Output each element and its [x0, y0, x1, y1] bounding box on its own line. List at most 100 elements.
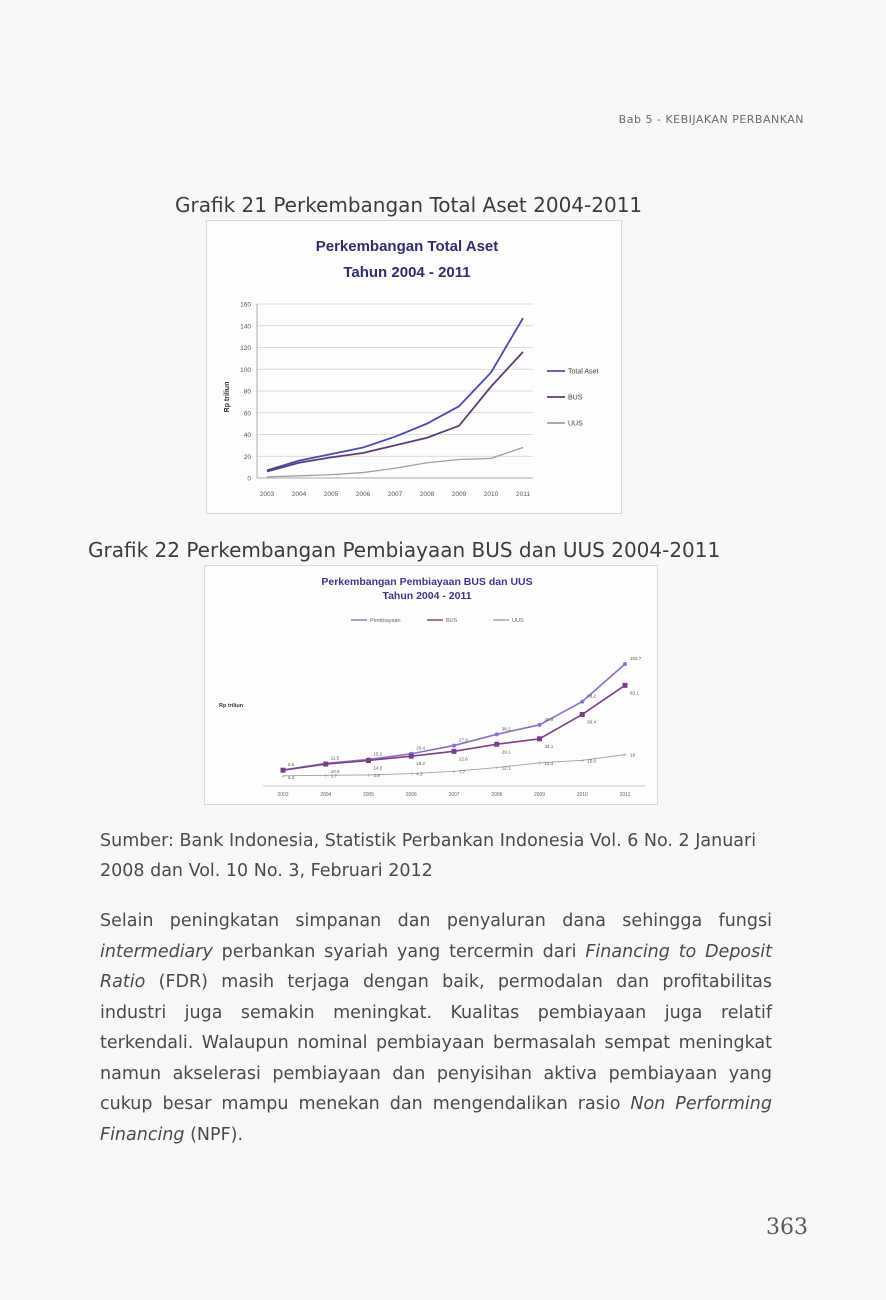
legend-label: Total Aset — [568, 369, 598, 376]
data-label: 27.9 — [459, 738, 468, 743]
legend-label: BUS — [568, 395, 583, 402]
x-tick-label: 2008 — [420, 491, 435, 498]
x-tick-label: 2011 — [620, 792, 631, 798]
data-label: 19 — [630, 753, 636, 758]
x-tick-label: 2004 — [292, 491, 307, 498]
y-tick-label: 60 — [244, 410, 252, 417]
figure-source-note: Sumber: Bank Indonesia, Statistik Perban… — [100, 831, 757, 881]
data-marker — [408, 753, 414, 759]
body-text-run: Selain peningkatan simpanan dan penyalur… — [100, 911, 772, 931]
emphasis-fdr: Financing to Deposit Ratio — [100, 941, 772, 993]
data-label: 11.5 — [331, 755, 340, 760]
data-marker — [494, 732, 499, 737]
x-tick-label: 2004 — [320, 792, 331, 798]
data-label: 34.1 — [545, 744, 554, 749]
data-label: 15.2 — [374, 751, 383, 756]
data-marker — [537, 722, 542, 727]
chart-pembiayaan-svg: Perkembangan Pembiayaan BUS dan UUS Tahu… — [219, 576, 645, 798]
x-tick-label: 2011 — [516, 491, 530, 498]
chart-subtitle: Tahun 2004 - 2011 — [382, 590, 471, 602]
data-label: 68.2 — [587, 694, 596, 699]
data-marker: + — [366, 773, 370, 779]
data-marker — [323, 761, 329, 767]
data-marker: + — [409, 772, 413, 778]
series-line-uus — [266, 446, 524, 478]
x-tick-label: 2008 — [491, 792, 502, 798]
data-label: 12.1 — [502, 766, 511, 771]
y-tick-label: 120 — [240, 345, 251, 352]
y-axis-label: Rp triliun — [219, 703, 244, 709]
y-tick-label: 40 — [244, 432, 252, 439]
y-tick-label: 20 — [244, 454, 252, 461]
data-marker: + — [495, 766, 499, 772]
emphasis-intermediary: intermediary — [100, 941, 213, 962]
y-tick-label: 140 — [240, 323, 251, 330]
data-label: 38.2 — [502, 726, 511, 731]
page-number: 363 — [766, 1215, 808, 1240]
data-label: 20.4 — [416, 746, 425, 751]
data-marker — [537, 736, 542, 742]
x-tick-label: 2003 — [260, 491, 275, 498]
x-tick-label: 2007 — [448, 792, 459, 798]
legend-label: Pembiayaan — [370, 618, 401, 624]
data-marker: + — [580, 758, 584, 764]
chart-subtitle: Tahun 2004 - 2011 — [343, 264, 470, 281]
data-label: 22.6 — [459, 756, 468, 761]
data-marker — [494, 741, 500, 747]
data-label: 1.7 — [331, 773, 338, 778]
data-label: 14.2 — [374, 766, 383, 771]
data-marker: + — [281, 774, 285, 780]
x-tick-label: 2003 — [277, 792, 288, 798]
data-label: 5.5 — [288, 762, 295, 767]
x-tick-label: 2006 — [406, 792, 417, 798]
legend-label: UUS — [512, 618, 524, 624]
data-label: 14.4 — [545, 761, 554, 766]
data-marker — [622, 682, 628, 688]
data-marker — [366, 758, 371, 764]
x-tick-label: 2005 — [324, 491, 339, 498]
data-label: 29.1 — [502, 749, 511, 754]
data-marker — [451, 748, 457, 754]
data-label: 83.1 — [630, 690, 639, 695]
running-head: Bab 5 - KEBIJAKAN PERBANKAN — [618, 113, 804, 126]
data-label: 15.6 — [587, 758, 596, 763]
x-tick-label: 2010 — [484, 491, 499, 498]
data-marker: + — [452, 769, 456, 775]
legend-label: BUS — [446, 618, 458, 624]
x-tick-label: 2009 — [534, 792, 545, 798]
data-marker: + — [324, 773, 328, 779]
x-tick-label: 2007 — [388, 491, 403, 498]
data-marker — [580, 699, 585, 704]
data-label: 10.9 — [331, 769, 340, 774]
chart-title: Perkembangan Total Aset — [316, 238, 499, 255]
y-tick-label: 80 — [244, 389, 252, 396]
data-label: 5.3 — [288, 775, 295, 780]
legend-label: UUS — [568, 421, 583, 428]
data-label: 18.2 — [416, 761, 425, 766]
y-tick-label: 100 — [240, 367, 251, 374]
series-line-bus — [266, 351, 524, 473]
data-marker: + — [537, 761, 541, 767]
x-tick-label: 2005 — [363, 792, 374, 798]
data-label: 56.4 — [587, 719, 596, 724]
x-tick-label: 2009 — [452, 491, 467, 498]
series-line-uus — [282, 754, 626, 777]
chart-title: Perkembangan Pembiayaan BUS dan UUS — [321, 576, 532, 588]
data-label: 46.9 — [545, 717, 554, 722]
body-text-run: perbankan syariah yang tercermin dari — [212, 941, 586, 962]
data-label: 102.7 — [630, 656, 642, 661]
data-marker: + — [623, 753, 627, 759]
chart-pembiayaan: Perkembangan Pembiayaan BUS dan UUS Tahu… — [204, 565, 658, 805]
figure-22-caption: Grafik 22 Perkembangan Pembiayaan BUS da… — [88, 538, 721, 562]
data-label: 4.3 — [416, 772, 423, 777]
x-tick-label: 2010 — [577, 792, 588, 798]
data-marker — [452, 743, 456, 748]
body-text-run: (FDR) masih terjaga dengan baik, permoda… — [100, 972, 772, 1114]
data-label: 7.7 — [459, 769, 466, 774]
body-paragraph: Selain peningkatan simpanan dan penyalur… — [100, 906, 772, 1150]
data-marker — [623, 661, 627, 666]
x-tick-label: 2006 — [356, 491, 371, 498]
emphasis-npf: Non Performing Financing — [100, 1094, 772, 1145]
series-line-pembiayaan — [282, 663, 626, 771]
chart-total-aset: Perkembangan Total Aset Tahun 2004 - 201… — [206, 220, 622, 514]
